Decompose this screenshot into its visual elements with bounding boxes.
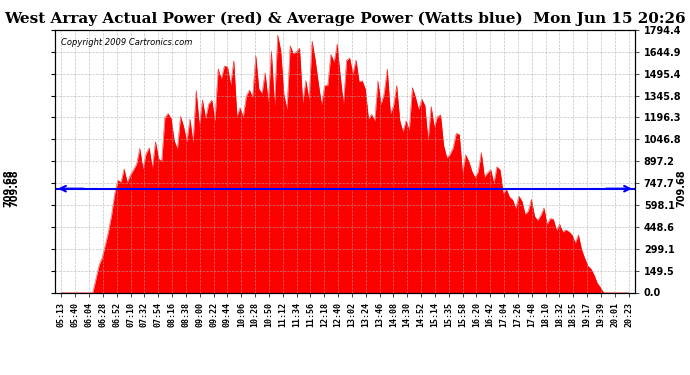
Text: 709.68: 709.68 [10,170,19,207]
Text: West Array Actual Power (red) & Average Power (Watts blue)  Mon Jun 15 20:26: West Array Actual Power (red) & Average … [4,11,686,26]
Text: 709.68: 709.68 [3,170,14,207]
Text: 709.68: 709.68 [676,170,686,207]
Text: Copyright 2009 Cartronics.com: Copyright 2009 Cartronics.com [61,38,193,47]
